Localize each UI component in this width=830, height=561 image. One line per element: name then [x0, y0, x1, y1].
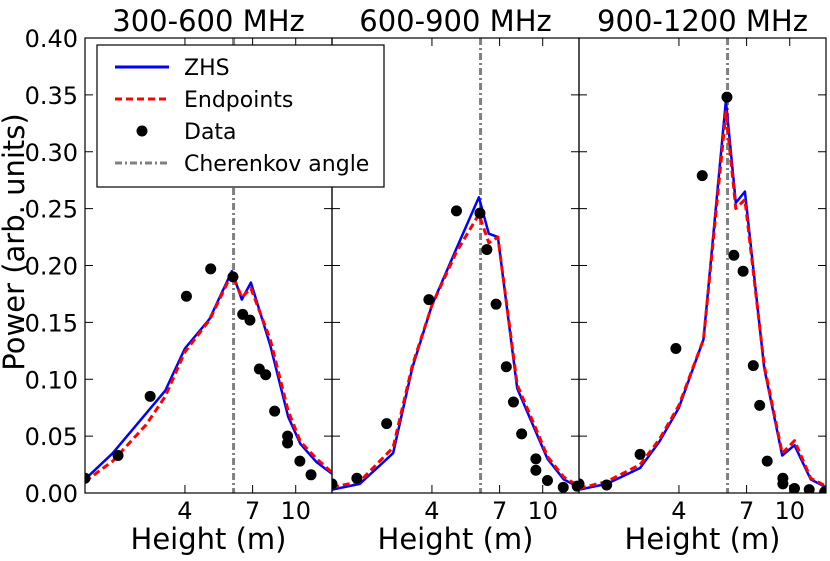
data-point — [144, 390, 156, 402]
data-point — [819, 486, 826, 493]
legend-entry: Endpoints — [115, 88, 293, 113]
zhs-series-line — [332, 196, 579, 491]
data-point — [500, 361, 512, 373]
x-tick-label: 7 — [492, 497, 507, 525]
panel-3: 4 7 10 900-1200 MHz Height (m) — [578, 4, 827, 556]
panel-title: 900-1200 MHz — [597, 4, 808, 38]
data-point — [305, 469, 317, 481]
y-tick-label: 0.00 — [25, 480, 78, 508]
y-tick-label: 0.20 — [25, 253, 78, 281]
y-tick-label: 0.25 — [25, 196, 78, 224]
zhs-series-line — [85, 269, 332, 481]
x-tick-label: 10 — [774, 497, 805, 525]
data-point — [721, 91, 733, 103]
panel-2: 4 7 10 600-900 MHz Height (m) — [331, 4, 580, 556]
data-point — [112, 449, 124, 461]
endpoints-series-line — [579, 110, 826, 490]
legend-label: Cherenkov angle — [184, 152, 369, 177]
data-point — [507, 396, 519, 408]
y-tick-label: 0.40 — [25, 25, 78, 53]
data-point — [761, 455, 773, 467]
data-point — [788, 482, 800, 493]
panels-layer: 0.00 0.05 0.10 0.15 0.20 0.25 0.30 0.35 0.40 4 7 10… — [25, 4, 827, 556]
data-point — [351, 472, 363, 484]
data-point — [516, 428, 528, 440]
y-tick-label: 0.10 — [25, 366, 78, 394]
axes-frame — [578, 37, 827, 494]
endpoints-series-line — [332, 212, 579, 489]
data-point — [332, 478, 338, 490]
data-point — [282, 437, 294, 449]
data-point — [696, 170, 708, 182]
data-point — [423, 294, 435, 306]
legend-entry: Data — [136, 120, 237, 145]
panel-1: 0.00 0.05 0.10 0.15 0.20 0.25 0.30 0.35 0.40 4 7 10… — [25, 4, 333, 556]
data-point — [777, 478, 789, 490]
legend-entry: ZHS — [115, 56, 230, 81]
x-tick-label: 10 — [280, 497, 311, 525]
data-point — [747, 360, 759, 372]
data-point — [260, 369, 272, 381]
data-point — [294, 455, 306, 467]
data-point — [803, 484, 815, 493]
data-point — [180, 290, 192, 302]
y-tick-label: 0.05 — [25, 423, 78, 451]
data-point — [450, 205, 462, 217]
data-point — [579, 478, 585, 490]
legend-label: ZHS — [184, 56, 230, 81]
legend: ZHS Endpoints Data Cherenkov angle — [96, 44, 385, 188]
data-point — [670, 343, 682, 355]
data-point — [490, 298, 502, 310]
legend-marker — [136, 125, 148, 137]
data-point — [571, 480, 579, 492]
data-point — [728, 249, 740, 261]
data-point — [754, 399, 766, 411]
data-point — [244, 314, 256, 326]
x-tick-label: 7 — [245, 497, 260, 525]
data-point — [601, 479, 613, 491]
x-axis-label: Height (m) — [378, 522, 534, 556]
legend-label: Data — [184, 120, 237, 145]
data-point — [530, 464, 542, 476]
legend-label: Endpoints — [184, 88, 293, 113]
data-point — [381, 418, 393, 430]
x-tick-label: 4 — [424, 497, 439, 525]
data-point — [530, 453, 542, 465]
x-tick-label: 4 — [671, 497, 686, 525]
x-tick-label: 7 — [739, 497, 754, 525]
panel-title: 300-600 MHz — [112, 4, 304, 38]
endpoints-series-line — [85, 272, 332, 483]
data-point — [634, 448, 646, 460]
data-point — [474, 207, 486, 219]
panel-title: 600-900 MHz — [359, 4, 551, 38]
x-axis-label: Height (m) — [625, 522, 781, 556]
zhs-series-line — [579, 99, 826, 491]
data-point — [269, 405, 281, 417]
data-point — [481, 244, 493, 256]
y-tick-label: 0.35 — [25, 82, 78, 110]
data-point — [557, 481, 569, 493]
data-point — [205, 263, 217, 275]
data-point — [227, 271, 239, 283]
data-point — [541, 474, 553, 486]
x-tick-label: 10 — [527, 497, 558, 525]
x-tick-label: 4 — [177, 497, 192, 525]
y-axis-label: Power (arb. units) — [0, 113, 31, 370]
y-tick-label: 0.30 — [25, 139, 78, 167]
legend-entry: Cherenkov angle — [115, 152, 369, 177]
y-tick-label: 0.15 — [25, 309, 78, 337]
legend-frame — [96, 44, 385, 188]
x-axis-label: Height (m) — [131, 522, 287, 556]
data-point — [737, 265, 749, 277]
data-point — [85, 472, 91, 484]
